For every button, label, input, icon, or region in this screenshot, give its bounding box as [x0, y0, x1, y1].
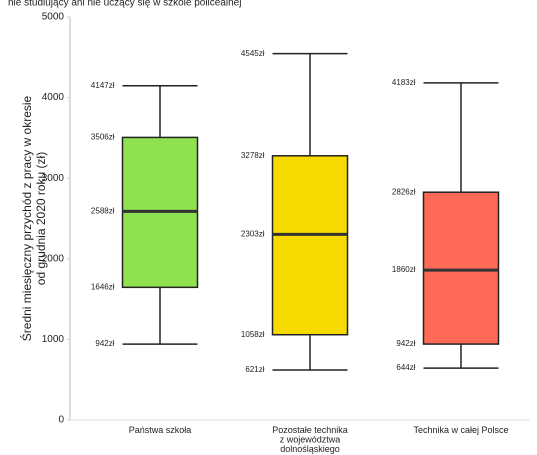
y-axis-label-line: od grudnia 2020 roku (zł) [34, 152, 48, 285]
value-label: 621zł [245, 365, 264, 374]
value-label: 1860zł [392, 265, 416, 274]
y-tick-label: 4000 [42, 92, 65, 103]
x-tick-label-line: Państwa szkoła [129, 425, 192, 435]
value-label: 2826zł [392, 187, 416, 196]
y-tick-label: 2000 [42, 253, 65, 264]
x-tick-label-line: z województwa [280, 435, 341, 445]
value-label: 2303zł [241, 229, 265, 238]
y-axis-label-line: Średni miesięczny przychód z pracy w okr… [19, 95, 34, 341]
y-tick-label: 5000 [42, 12, 65, 23]
value-label: 4183zł [392, 78, 416, 87]
y-tick-label: 0 [58, 415, 64, 426]
x-tick-label-line: Pozostałe technika [272, 425, 348, 435]
value-label: 1646zł [91, 282, 115, 291]
y-tick-label: 3000 [42, 173, 65, 184]
x-tick-label: Państwa szkoła [129, 425, 192, 435]
chart-title: nie studiujący ani nie uczący się w szko… [8, 0, 241, 9]
value-label: 1058zł [241, 330, 265, 339]
value-label: 3506zł [91, 133, 115, 142]
value-label: 4545zł [241, 49, 265, 58]
value-label: 942zł [396, 339, 415, 348]
y-axis-label: Średni miesięczny przychód z pracy w okr… [19, 95, 48, 341]
box [271, 155, 349, 336]
x-tick-label-line: Technika w całej Polsce [413, 425, 508, 435]
value-label: 4147zł [91, 81, 115, 90]
x-tick-label: Pozostałe technika z województwa dolnośląs… [272, 425, 348, 454]
value-label: 2588zł [91, 207, 115, 216]
value-label: 942zł [95, 339, 114, 348]
box [422, 191, 500, 345]
value-label: 3278zł [241, 151, 265, 160]
x-tick-label-line: dolnośląskiego [280, 444, 340, 454]
x-tick-label: Technika w całej Polsce [413, 425, 508, 435]
value-label: 644zł [396, 363, 415, 372]
y-tick-label: 1000 [42, 334, 65, 345]
